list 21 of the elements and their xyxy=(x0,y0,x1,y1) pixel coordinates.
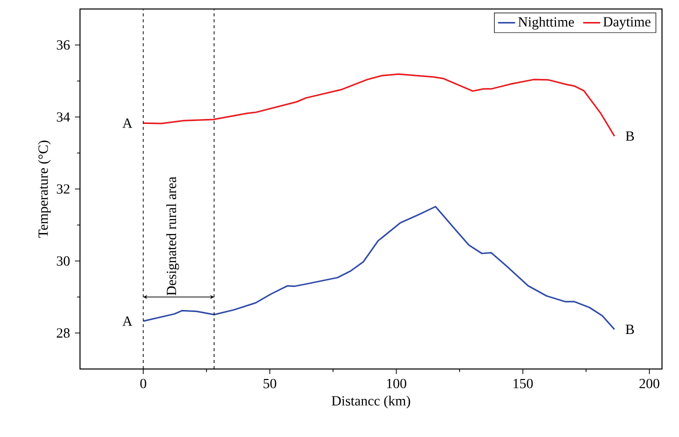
x-tick-label: 150 xyxy=(514,378,533,388)
legend-label: Nighttime xyxy=(518,16,574,30)
y-tick-label: 34 xyxy=(56,112,70,122)
x-tick-label: 50 xyxy=(264,378,276,388)
y-tick-label: 36 xyxy=(56,40,70,50)
y-axis-title: Temperature (°C) xyxy=(38,140,51,238)
annotation: Designated rural area xyxy=(166,176,180,296)
y-tick-label: 28 xyxy=(56,328,70,338)
line-series xyxy=(142,73,616,137)
annotation: B xyxy=(626,131,634,141)
x-axis-title: Distancc (km) xyxy=(332,396,410,408)
legend-label: Daytime xyxy=(603,17,650,30)
annotation: B xyxy=(626,324,634,334)
x-tick-label: 200 xyxy=(640,378,660,388)
x-tick-label: 100 xyxy=(387,378,406,388)
annotation: A xyxy=(122,316,132,326)
x-tick-label: 0 xyxy=(140,378,146,388)
annotation: A xyxy=(122,118,132,128)
y-tick-label: 32 xyxy=(56,184,70,194)
line-series xyxy=(142,206,616,330)
y-tick-label: 30 xyxy=(56,256,70,266)
